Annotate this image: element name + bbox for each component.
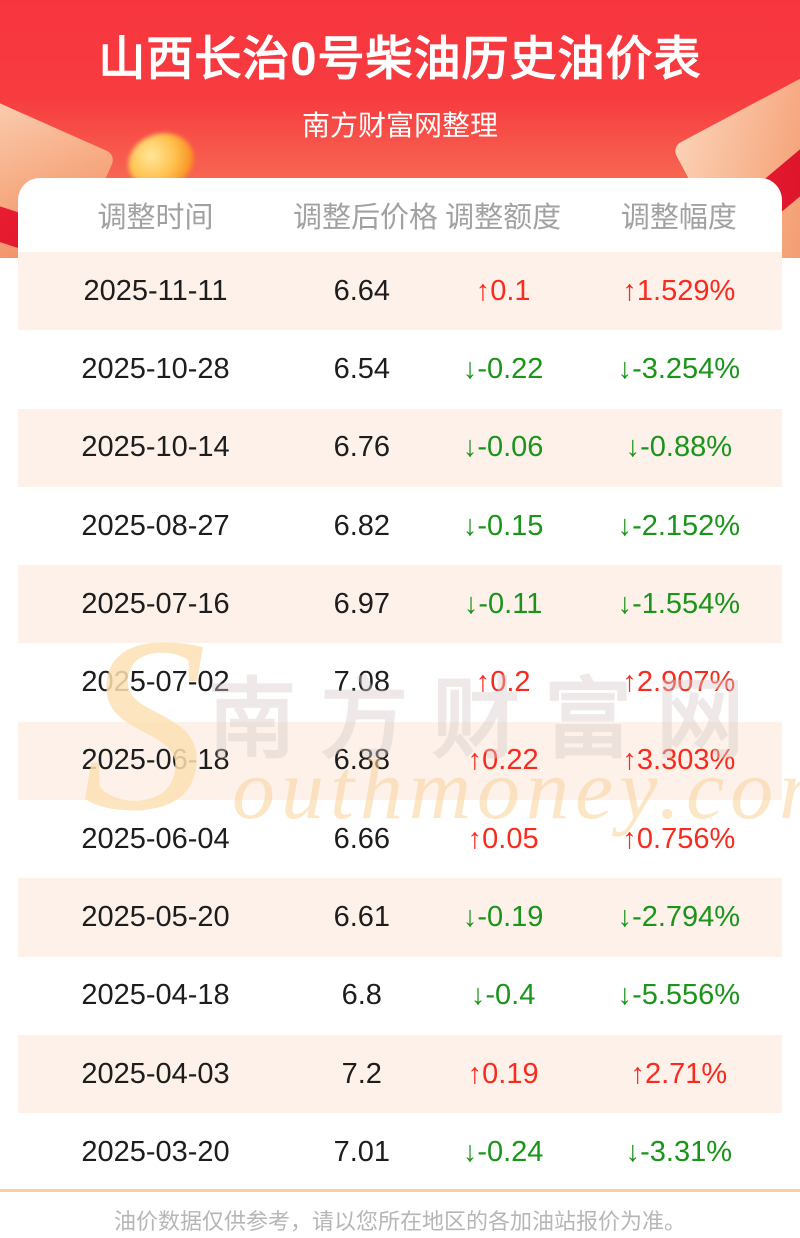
- cell-adjusted-price: 6.82: [333, 509, 391, 542]
- table-row: 2025-10-28 6.54 ↓-0.22 ↓-3.254%: [18, 330, 782, 408]
- table-row: 2025-06-18 6.88 ↑0.22 ↑3.303%: [18, 721, 782, 801]
- cell-adjust-percent: ↑1.529%: [622, 274, 736, 307]
- column-header-adjusted-price: 调整后价格: [293, 202, 439, 234]
- cell-adjusted-price: 7.01: [333, 1135, 391, 1168]
- cell-adjusted-price: 6.54: [333, 352, 391, 385]
- table-body: 2025-11-11 6.64 ↑0.1 ↑1.529% 2025-10-28 …: [18, 252, 782, 1192]
- table-row: 2025-04-03 7.2 ↑0.19 ↑2.71%: [18, 1034, 782, 1114]
- cell-adjust-percent: ↑0.756%: [622, 822, 736, 855]
- cell-adjust-amount: ↑0.2: [475, 666, 531, 699]
- cell-adjust-percent: ↓-2.794%: [617, 901, 741, 934]
- cell-adjusted-price: 7.2: [341, 1057, 382, 1090]
- table-row: 2025-06-04 6.66 ↑0.05 ↑0.756%: [18, 800, 782, 878]
- column-header-adjust-time: 调整时间: [97, 202, 214, 234]
- cell-adjust-amount: ↓-0.24: [462, 1135, 544, 1168]
- cell-adjusted-price: 6.61: [333, 901, 391, 934]
- cell-adjust-date: 2025-06-18: [81, 744, 230, 777]
- cell-adjust-date: 2025-04-18: [81, 979, 230, 1012]
- cell-adjusted-price: 6.8: [341, 979, 382, 1012]
- cell-adjust-percent: ↑2.71%: [630, 1057, 728, 1090]
- cell-adjust-percent: ↓-2.152%: [617, 509, 741, 542]
- cell-adjust-date: 2025-11-11: [83, 274, 228, 307]
- cell-adjust-amount: ↓-0.4: [470, 979, 536, 1012]
- cell-adjusted-price: 6.76: [333, 431, 391, 464]
- cell-adjust-date: 2025-04-03: [81, 1057, 230, 1090]
- page-title: 山西长治0号柴油历史油价表: [98, 32, 702, 85]
- cell-adjust-amount: ↑0.1: [475, 274, 531, 307]
- cell-adjust-date: 2025-10-14: [81, 431, 230, 464]
- table-row: 2025-08-27 6.82 ↓-0.15 ↓-2.152%: [18, 487, 782, 565]
- cell-adjusted-price: 6.97: [333, 587, 391, 620]
- cell-adjust-date: 2025-10-28: [81, 352, 230, 385]
- cell-adjust-amount: ↑0.22: [467, 744, 539, 777]
- cell-adjust-date: 2025-07-16: [81, 587, 230, 620]
- footer-note: 油价数据仅供参考，请以您所在地区的各加油站报价为准。: [113, 1209, 686, 1234]
- footer-divider: [0, 1189, 800, 1192]
- price-table-card: 调整时间 调整后价格 调整额度 调整幅度 2025-11-11 6.64 ↑0.…: [18, 178, 782, 1192]
- cell-adjusted-price: 6.88: [333, 744, 391, 777]
- cell-adjust-amount: ↓-0.19: [462, 901, 544, 934]
- cell-adjust-amount: ↓-0.22: [462, 352, 544, 385]
- cell-adjust-percent: ↑3.303%: [622, 744, 736, 777]
- table-row: 2025-05-20 6.61 ↓-0.19 ↓-2.794%: [18, 878, 782, 957]
- cell-adjust-date: 2025-03-20: [81, 1135, 230, 1168]
- cell-adjust-date: 2025-06-04: [81, 822, 230, 855]
- cell-adjust-date: 2025-07-02: [81, 666, 230, 699]
- table-row: 2025-04-18 6.8 ↓-0.4 ↓-5.556%: [18, 957, 782, 1035]
- table-row: 2025-07-16 6.97 ↓-0.11 ↓-1.554%: [18, 565, 782, 644]
- table-row: 2025-10-14 6.76 ↓-0.06 ↓-0.88%: [18, 408, 782, 487]
- cell-adjusted-price: 6.66: [333, 822, 391, 855]
- cell-adjust-amount: ↓-0.06: [462, 431, 544, 464]
- cell-adjust-percent: ↓-1.554%: [617, 587, 741, 620]
- cell-adjust-date: 2025-05-20: [81, 901, 230, 934]
- cell-adjust-date: 2025-08-27: [81, 509, 230, 542]
- cell-adjust-amount: ↓-0.15: [462, 509, 544, 542]
- cell-adjust-amount: ↑0.05: [467, 822, 539, 855]
- column-header-adjust-amount: 调整额度: [445, 202, 562, 234]
- cell-adjust-percent: ↓-3.31%: [625, 1135, 733, 1168]
- cell-adjust-amount: ↓-0.11: [463, 587, 543, 620]
- table-row: 2025-07-02 7.08 ↑0.2 ↑2.907%: [18, 643, 782, 721]
- cell-adjust-percent: ↓-5.556%: [617, 979, 741, 1012]
- cell-adjust-amount: ↑0.19: [467, 1057, 539, 1090]
- cell-adjust-percent: ↓-0.88%: [625, 431, 733, 464]
- column-header-adjust-range: 调整幅度: [620, 202, 737, 234]
- table-row: 2025-03-20 7.01 ↓-0.24 ↓-3.31%: [18, 1113, 782, 1191]
- table-row: 2025-11-11 6.64 ↑0.1 ↑1.529%: [18, 252, 782, 331]
- cell-adjusted-price: 7.08: [333, 666, 391, 699]
- cell-adjust-percent: ↓-3.254%: [617, 352, 741, 385]
- table-header-row: 调整时间 调整后价格 调整额度 调整幅度: [18, 178, 782, 252]
- cell-adjust-percent: ↑2.907%: [622, 666, 736, 699]
- cell-adjusted-price: 6.64: [333, 274, 391, 307]
- page-subtitle: 南方财富网整理: [301, 110, 498, 141]
